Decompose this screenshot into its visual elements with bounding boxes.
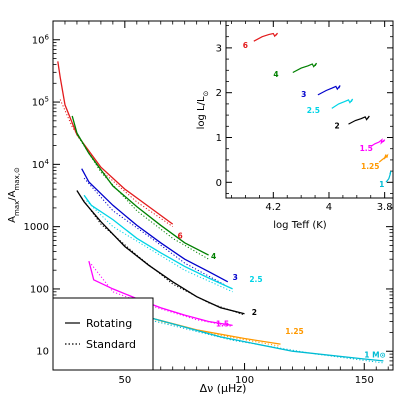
inset-y-tick-label: 3 bbox=[216, 43, 222, 54]
legend-box bbox=[52, 297, 154, 371]
main-mass-label: 1.5 bbox=[216, 319, 229, 328]
main-y-axis-label: Amax/Amax,⊙ bbox=[7, 167, 21, 223]
inset-track-2_5 bbox=[331, 98, 354, 109]
main-y-tick-label: 1000 bbox=[24, 222, 49, 233]
inset-y-tick-label: 1 bbox=[216, 133, 222, 144]
main-mass-label: 2.5 bbox=[249, 275, 262, 284]
inset-x-axis-label: log Teff (K) bbox=[273, 220, 327, 231]
main-y-tick-label: 106 bbox=[32, 33, 50, 46]
main-mass-label: 2 bbox=[252, 308, 257, 317]
main-x-tick-label: 100 bbox=[235, 375, 254, 386]
standard-track-2.5 bbox=[86, 200, 233, 293]
legend-standard-label: Standard bbox=[86, 338, 136, 351]
inset-mass-label: 6 bbox=[243, 41, 248, 50]
main-series bbox=[57, 61, 384, 364]
inset-track-3 bbox=[317, 85, 341, 96]
standard-track-6 bbox=[59, 99, 173, 228]
inset-y-axis-label: log L/L⊙ bbox=[196, 91, 210, 130]
inset-tracks bbox=[253, 32, 392, 183]
main-x-tick-label: 50 bbox=[118, 375, 131, 386]
inset-mass-label: 1 bbox=[379, 180, 384, 189]
rotating-track-2 bbox=[76, 190, 245, 315]
inset-track-4 bbox=[292, 62, 318, 74]
inset-mass-label: 1.5 bbox=[360, 144, 373, 153]
rotating-track-4 bbox=[71, 115, 209, 256]
inset-mass-label: 3 bbox=[301, 90, 306, 99]
inset-track-1 bbox=[385, 170, 392, 183]
inset-mass-label: 4 bbox=[273, 70, 278, 79]
main-x-tick-label: 150 bbox=[355, 375, 374, 386]
main-x-axis-label: Δν (μHz) bbox=[200, 382, 247, 395]
inset-x-tick-label: 3.8 bbox=[377, 202, 393, 213]
main-series-labels: 6 4 3 2.5 2 1.5 1.25 1 M⊙ bbox=[178, 231, 386, 359]
main-mass-label: 6 bbox=[178, 231, 183, 240]
inset-y-tick-label: 2 bbox=[216, 88, 222, 99]
inset-mass-label: 1.25 bbox=[361, 162, 380, 171]
legend: Rotating Standard bbox=[52, 297, 154, 371]
main-y-tick-label: 104 bbox=[32, 158, 50, 171]
inset-mass-label: 2.5 bbox=[307, 106, 320, 115]
inset-track-labels: 6 4 32.5 2 1.5 1.25 1 bbox=[243, 41, 385, 189]
inset-track-1_25 bbox=[378, 153, 389, 163]
inset-background bbox=[226, 21, 393, 198]
inset-track-1_5 bbox=[370, 138, 386, 148]
main-mass-label: 1.25 bbox=[285, 327, 304, 336]
inset-frame bbox=[225, 20, 394, 199]
inset-x-tick-label: 4 bbox=[326, 202, 332, 213]
inset-y-tick-label: 0 bbox=[216, 178, 222, 189]
inset-track-2 bbox=[348, 115, 370, 125]
main-mass-label: 1 M⊙ bbox=[364, 350, 386, 359]
inset-mass-label: 2 bbox=[335, 122, 340, 131]
standard-track-4 bbox=[76, 134, 209, 260]
inset-track-6 bbox=[253, 32, 279, 42]
standard-track-1.5 bbox=[90, 263, 233, 327]
rotating-track-1M bbox=[148, 316, 384, 362]
main-y-tick-label: 10 bbox=[36, 347, 49, 358]
main-mass-label: 3 bbox=[233, 273, 238, 282]
rotating-track-6 bbox=[57, 61, 174, 225]
rotating-track-2.5 bbox=[83, 194, 233, 290]
main-y-tick-label: 100 bbox=[30, 284, 49, 295]
inset-axes: 4.2 4 3.8 0 1 2 3 bbox=[216, 21, 393, 213]
inset-x-tick-label: 4.2 bbox=[265, 202, 281, 213]
main-y-tick-label: 105 bbox=[32, 96, 49, 109]
rotating-track-3 bbox=[81, 168, 229, 283]
legend-rotating-label: Rotating bbox=[86, 317, 132, 330]
standard-track-3 bbox=[83, 177, 226, 286]
main-mass-label: 4 bbox=[211, 252, 216, 261]
